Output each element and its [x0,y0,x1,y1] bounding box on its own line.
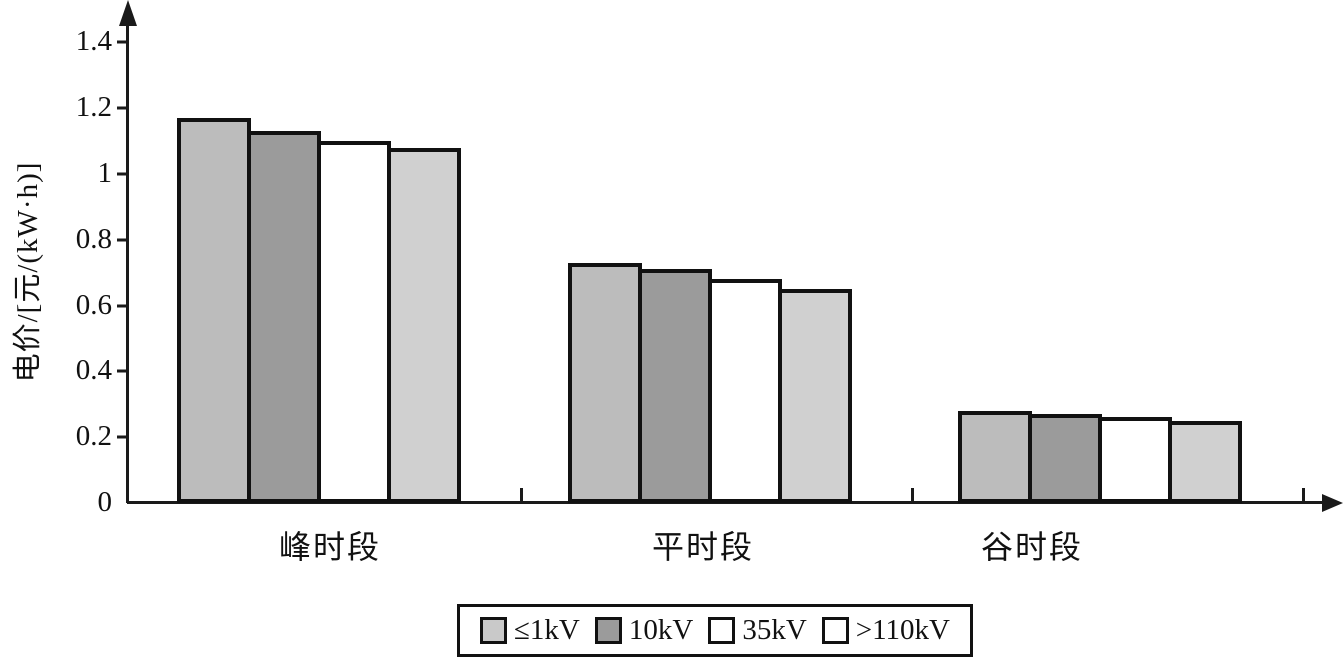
bar-谷时段->110kV [1168,421,1242,503]
legend-swatch-icon [821,617,849,644]
y-tick-label: 0.2 [75,420,112,453]
legend-label: >110kV [855,614,950,646]
bar-峰时段-≤1kV [177,118,251,503]
legend-label: 10kV [628,614,694,646]
legend-swatch-icon [708,617,736,644]
y-tick-mark [117,106,128,110]
y-tick-label: 1 [97,156,113,189]
bar-峰时段->110kV [387,148,461,503]
x-tick-mark [911,488,914,502]
x-tick-mark [520,488,523,502]
legend-label: ≤1kV [514,614,580,646]
y-tick-label: 0.8 [75,222,112,255]
y-tick-label: 1.2 [75,91,112,124]
bar-平时段-≤1kV [568,263,642,503]
legend-item: >110kV [821,614,950,647]
y-tick-mark [117,304,128,308]
bar-平时段-35kV [708,279,782,503]
bar-谷时段-35kV [1098,417,1172,503]
x-axis-arrow-icon [1322,494,1343,512]
legend-item: ≤1kV [480,614,580,647]
bar-谷时段-≤1kV [958,411,1032,503]
legend-swatch-icon [594,617,622,644]
category-label: 谷时段 [980,529,1083,565]
legend-label: 35kV [742,614,807,646]
category-label: 平时段 [651,529,754,565]
y-axis-arrow-icon [119,0,137,26]
legend-swatch-icon [480,617,507,644]
bar-谷时段-10kV [1028,414,1102,503]
y-tick-mark [117,435,128,439]
y-axis-title: 电价/[元/(kW·h)] [12,161,44,383]
y-axis-line [126,10,129,503]
bar-平时段-10kV [638,269,712,503]
y-tick-label: 1.4 [75,25,112,58]
y-tick-label: 0.6 [75,288,112,321]
legend: ≤1kV 10kV 35kV >110kV [457,604,973,657]
bar-平时段->110kV [778,289,852,503]
y-tick-mark [117,40,128,44]
legend-item: 35kV [708,614,807,647]
y-tick-label: 0 [97,485,113,518]
y-tick-mark [117,369,128,373]
bar-峰时段-10kV [247,131,321,503]
bar-峰时段-35kV [317,141,391,503]
y-tick-label: 0.4 [75,354,112,387]
x-tick-mark [1302,488,1305,502]
legend-item: 10kV [594,614,694,647]
category-label: 峰时段 [278,529,381,565]
y-tick-mark [117,238,128,242]
y-tick-mark [117,172,128,176]
